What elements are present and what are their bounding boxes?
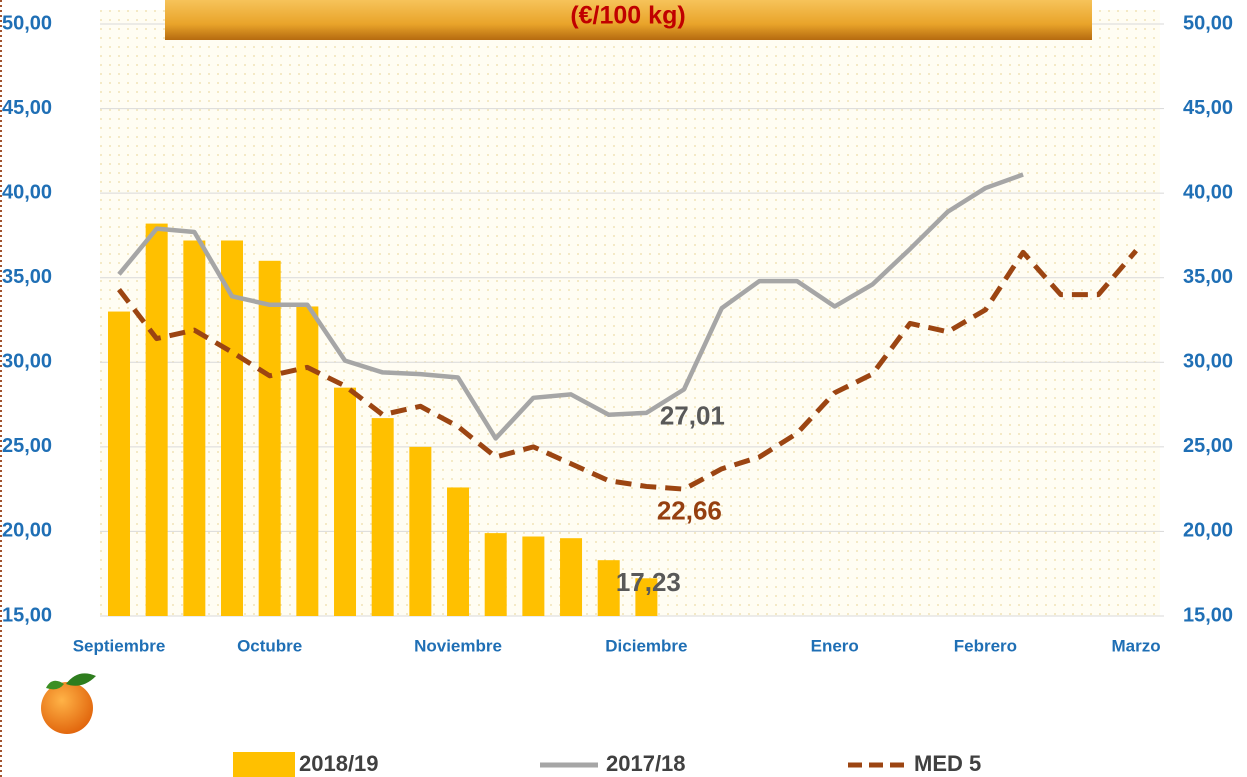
y-tick-label: 25,00 xyxy=(2,435,52,457)
x-tick-label: Septiembre xyxy=(73,636,166,655)
bar xyxy=(146,224,168,616)
legend-label: 2018/19 xyxy=(299,751,379,776)
bar xyxy=(372,418,394,616)
legend-label: MED 5 xyxy=(914,751,981,776)
y-tick-label: 30,00 xyxy=(2,351,52,373)
x-tick-label: Marzo xyxy=(1112,636,1161,655)
x-tick-label: Noviembre xyxy=(414,636,502,655)
data-label: 22,66 xyxy=(657,495,722,525)
data-label: 27,01 xyxy=(660,401,725,431)
y2-tick-label: 15,00 xyxy=(1183,604,1233,626)
y-tick-label: 50,00 xyxy=(2,12,52,34)
y-tick-label: 35,00 xyxy=(2,266,52,288)
chart: 15,00 20,00 25,00 30,00 35,00 40,00 45,00 50,00… xyxy=(0,0,1247,777)
y-tick-label: 45,00 xyxy=(2,97,52,119)
bar xyxy=(334,388,356,616)
x-tick-label: Enero xyxy=(811,636,859,655)
bar xyxy=(108,312,130,616)
y2-tick-label: 25,00 xyxy=(1183,435,1233,457)
y2-tick-label: 50,00 xyxy=(1183,12,1233,34)
y2-tick-label: 40,00 xyxy=(1183,181,1233,203)
bar xyxy=(296,306,318,616)
bar xyxy=(485,533,507,616)
y2-tick-label: 20,00 xyxy=(1183,520,1233,542)
y-tick-label: 20,00 xyxy=(2,520,52,542)
y2-tick-label: 45,00 xyxy=(1183,97,1233,119)
data-label: 17,23 xyxy=(616,567,681,597)
x-tick-label: Octubre xyxy=(237,636,302,655)
x-tick-label: Febrero xyxy=(954,636,1017,655)
y2-tick-label: 30,00 xyxy=(1183,351,1233,373)
legend-label: 2017/18 xyxy=(606,751,686,776)
chart-title: (€/100 kg) xyxy=(570,2,685,30)
bar xyxy=(259,261,281,616)
y-tick-label: 15,00 xyxy=(2,604,52,626)
y-tick-label: 40,00 xyxy=(2,181,52,203)
y2-tick-label: 35,00 xyxy=(1183,266,1233,288)
bar xyxy=(522,537,544,616)
x-tick-label: Diciembre xyxy=(605,636,687,655)
bar xyxy=(447,487,469,616)
bar xyxy=(560,538,582,616)
bar xyxy=(409,447,431,616)
legend-swatch xyxy=(233,752,295,777)
bar xyxy=(183,241,205,616)
